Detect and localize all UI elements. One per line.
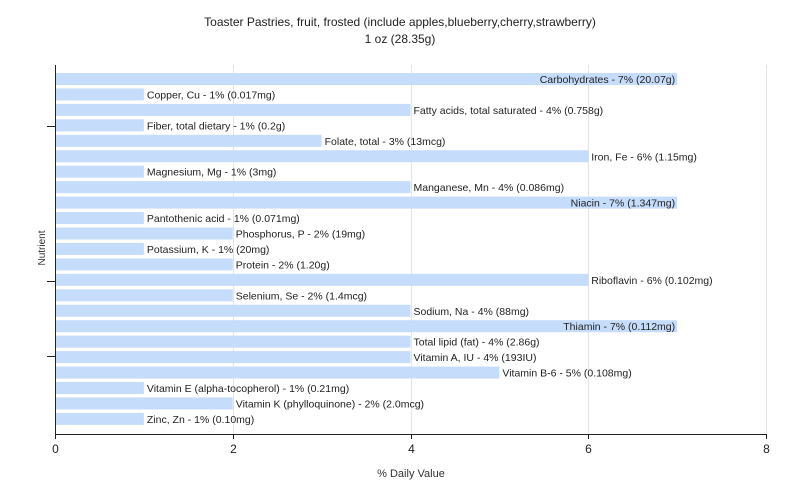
y-axis-label: Nutrient — [37, 230, 48, 265]
bar-label: Vitamin A, IU - 4% (193IU) — [414, 352, 537, 364]
x-tick-label: 4 — [408, 442, 415, 456]
bar — [55, 242, 144, 255]
bar-labels: Carbohydrates - 7% (20.07g) Copper, Cu - … — [147, 74, 713, 426]
bar-label: Manganese, Mn - 4% (0.086mg) — [414, 182, 565, 194]
bar-label: Folate, total - 3% (13mcg) — [325, 136, 446, 148]
chart-title: Toaster Pastries, fruit, frosted (includ… — [204, 15, 596, 29]
x-axis-label: % Daily Value — [377, 468, 445, 480]
bar — [55, 103, 411, 116]
x-tick-label: 0 — [52, 442, 59, 456]
chart-subtitle: 1 oz (28.35g) — [364, 32, 436, 46]
bar-label: Riboflavin - 6% (0.102mg) — [591, 275, 712, 287]
bar — [55, 134, 322, 147]
bar-label: Copper, Cu - 1% (0.017mg) — [147, 89, 275, 101]
bar — [55, 397, 233, 410]
bar — [55, 119, 144, 132]
bar-label: Sodium, Na - 4% (88mg) — [414, 306, 530, 318]
x-ticks: 0 2 4 6 8 — [52, 434, 770, 456]
bar-label: Vitamin K (phylloquinone) - 2% (2.0mcg) — [236, 398, 424, 410]
bar — [55, 351, 411, 364]
bar-label: Total lipid (fat) - 4% (2.86g) — [414, 337, 540, 349]
bar-label: Selenium, Se - 2% (1.4mcg) — [236, 290, 367, 302]
bar — [55, 196, 678, 209]
bar-label: Protein - 2% (1.20g) — [236, 259, 330, 271]
x-tick-label: 6 — [585, 442, 592, 456]
bar — [55, 273, 589, 286]
bar — [55, 289, 233, 302]
bar-label: Potassium, K - 1% (20mg) — [147, 244, 270, 256]
bar-label: Zinc, Zn - 1% (0.10mg) — [147, 414, 254, 426]
bar — [55, 165, 144, 178]
bar — [55, 412, 144, 425]
bar-label: Vitamin E (alpha-tocopherol) - 1% (0.21m… — [147, 383, 349, 395]
bar — [55, 382, 144, 394]
bar-label: Pantothenic acid - 1% (0.071mg) — [147, 213, 300, 225]
bar-label: Iron, Fe - 6% (1.15mg) — [591, 151, 697, 163]
bar — [55, 150, 589, 163]
x-tick-label: 8 — [763, 442, 770, 456]
bar-label: Carbohydrates - 7% (20.07g) — [540, 74, 675, 86]
bar — [55, 258, 233, 271]
bar — [55, 88, 144, 101]
bar — [55, 320, 678, 333]
bar — [55, 335, 411, 348]
bar — [55, 212, 144, 225]
bar-label: Vitamin B-6 - 5% (0.108mg) — [502, 368, 631, 380]
bar-label: Fiber, total dietary - 1% (0.2g) — [147, 120, 285, 132]
bar — [55, 73, 678, 85]
bar — [55, 366, 500, 379]
bar — [55, 304, 411, 317]
x-tick-label: 2 — [230, 442, 237, 456]
bar-label: Fatty acids, total saturated - 4% (0.758… — [414, 105, 604, 117]
bar-label: Magnesium, Mg - 1% (3mg) — [147, 167, 277, 179]
bar-label: Thiamin - 7% (0.112mg) — [563, 321, 675, 333]
bar-label: Phosphorus, P - 2% (19mg) — [236, 229, 365, 241]
bar — [55, 181, 411, 194]
bars — [55, 73, 678, 425]
bar — [55, 227, 233, 240]
bar-label: Niacin - 7% (1.347mg) — [571, 198, 675, 210]
